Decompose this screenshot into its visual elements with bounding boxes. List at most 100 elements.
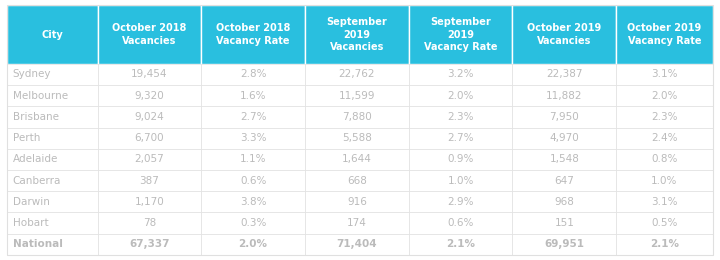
Text: Darwin: Darwin xyxy=(13,197,50,207)
Bar xyxy=(409,233,513,255)
Text: 2.1%: 2.1% xyxy=(446,239,475,249)
Text: Sydney: Sydney xyxy=(13,69,51,80)
Bar xyxy=(97,106,201,127)
Bar xyxy=(305,233,409,255)
Bar xyxy=(616,64,713,85)
Bar xyxy=(305,149,409,170)
Bar xyxy=(7,191,97,212)
Text: National: National xyxy=(13,239,63,249)
Bar xyxy=(409,170,513,191)
Bar xyxy=(97,191,201,212)
Text: 0.6%: 0.6% xyxy=(240,176,266,186)
Text: 0.6%: 0.6% xyxy=(447,218,474,228)
Bar xyxy=(616,149,713,170)
Bar xyxy=(409,85,513,106)
Text: 668: 668 xyxy=(347,176,366,186)
Bar xyxy=(616,85,713,106)
Bar xyxy=(409,149,513,170)
Bar xyxy=(305,170,409,191)
Text: Canberra: Canberra xyxy=(13,176,61,186)
Bar xyxy=(305,64,409,85)
Bar xyxy=(616,5,713,64)
Bar xyxy=(97,233,201,255)
Text: October 2018
Vacancies: October 2018 Vacancies xyxy=(112,23,186,46)
Text: Brisbane: Brisbane xyxy=(13,112,58,122)
Text: Hobart: Hobart xyxy=(13,218,48,228)
Text: 7,950: 7,950 xyxy=(549,112,579,122)
Bar xyxy=(201,127,305,149)
Text: 3.1%: 3.1% xyxy=(651,197,678,207)
Bar xyxy=(513,170,616,191)
Bar xyxy=(305,191,409,212)
Text: 3.8%: 3.8% xyxy=(240,197,266,207)
Text: 0.8%: 0.8% xyxy=(652,154,678,164)
Bar xyxy=(513,5,616,64)
Text: October 2018
Vacancy Rate: October 2018 Vacancy Rate xyxy=(216,23,290,46)
Bar xyxy=(409,191,513,212)
Bar xyxy=(305,85,409,106)
Bar xyxy=(513,191,616,212)
Text: 1.6%: 1.6% xyxy=(240,91,266,101)
Bar xyxy=(513,64,616,85)
Text: 2,057: 2,057 xyxy=(135,154,164,164)
Text: Perth: Perth xyxy=(13,133,40,143)
Text: 2.9%: 2.9% xyxy=(447,197,474,207)
Text: City: City xyxy=(42,30,63,40)
Text: 71,404: 71,404 xyxy=(336,239,377,249)
Text: 9,024: 9,024 xyxy=(135,112,164,122)
Text: 6,700: 6,700 xyxy=(135,133,164,143)
Bar xyxy=(409,127,513,149)
Text: 1,170: 1,170 xyxy=(135,197,164,207)
Bar xyxy=(97,212,201,233)
Text: 2.7%: 2.7% xyxy=(447,133,474,143)
Bar xyxy=(201,170,305,191)
Text: 1.0%: 1.0% xyxy=(447,176,474,186)
Bar xyxy=(409,106,513,127)
Text: 78: 78 xyxy=(143,218,156,228)
Bar xyxy=(97,127,201,149)
Text: 2.0%: 2.0% xyxy=(652,91,678,101)
Bar xyxy=(409,212,513,233)
Bar xyxy=(7,233,97,255)
Text: Melbourne: Melbourne xyxy=(13,91,68,101)
Bar xyxy=(305,127,409,149)
Text: 0.5%: 0.5% xyxy=(652,218,678,228)
Text: 1.0%: 1.0% xyxy=(652,176,678,186)
Text: 11,882: 11,882 xyxy=(546,91,582,101)
Bar xyxy=(97,149,201,170)
Text: 22,762: 22,762 xyxy=(338,69,375,80)
Bar xyxy=(7,5,97,64)
Bar xyxy=(7,170,97,191)
Bar xyxy=(7,64,97,85)
Bar xyxy=(513,149,616,170)
Bar xyxy=(616,106,713,127)
Text: 151: 151 xyxy=(554,218,575,228)
Bar xyxy=(305,212,409,233)
Text: 22,387: 22,387 xyxy=(546,69,582,80)
Bar xyxy=(97,170,201,191)
Text: 9,320: 9,320 xyxy=(135,91,164,101)
Text: 2.3%: 2.3% xyxy=(651,112,678,122)
Text: 2.4%: 2.4% xyxy=(651,133,678,143)
Bar xyxy=(7,149,97,170)
Text: 174: 174 xyxy=(347,218,366,228)
Text: 19,454: 19,454 xyxy=(131,69,168,80)
Text: 5,588: 5,588 xyxy=(342,133,372,143)
Text: 387: 387 xyxy=(140,176,159,186)
Bar xyxy=(513,233,616,255)
Bar xyxy=(7,212,97,233)
Bar xyxy=(97,5,201,64)
Bar xyxy=(201,5,305,64)
Text: 2.0%: 2.0% xyxy=(238,239,268,249)
Text: 2.3%: 2.3% xyxy=(447,112,474,122)
Text: October 2019
Vacancies: October 2019 Vacancies xyxy=(527,23,601,46)
Text: September
2019
Vacancy Rate: September 2019 Vacancy Rate xyxy=(424,17,498,52)
Text: Adelaide: Adelaide xyxy=(13,154,58,164)
Text: September
2019
Vacancies: September 2019 Vacancies xyxy=(326,17,387,52)
Text: 2.8%: 2.8% xyxy=(240,69,266,80)
Bar xyxy=(97,85,201,106)
Bar xyxy=(616,170,713,191)
Text: 2.1%: 2.1% xyxy=(650,239,679,249)
Text: 7,880: 7,880 xyxy=(342,112,372,122)
Bar xyxy=(616,212,713,233)
